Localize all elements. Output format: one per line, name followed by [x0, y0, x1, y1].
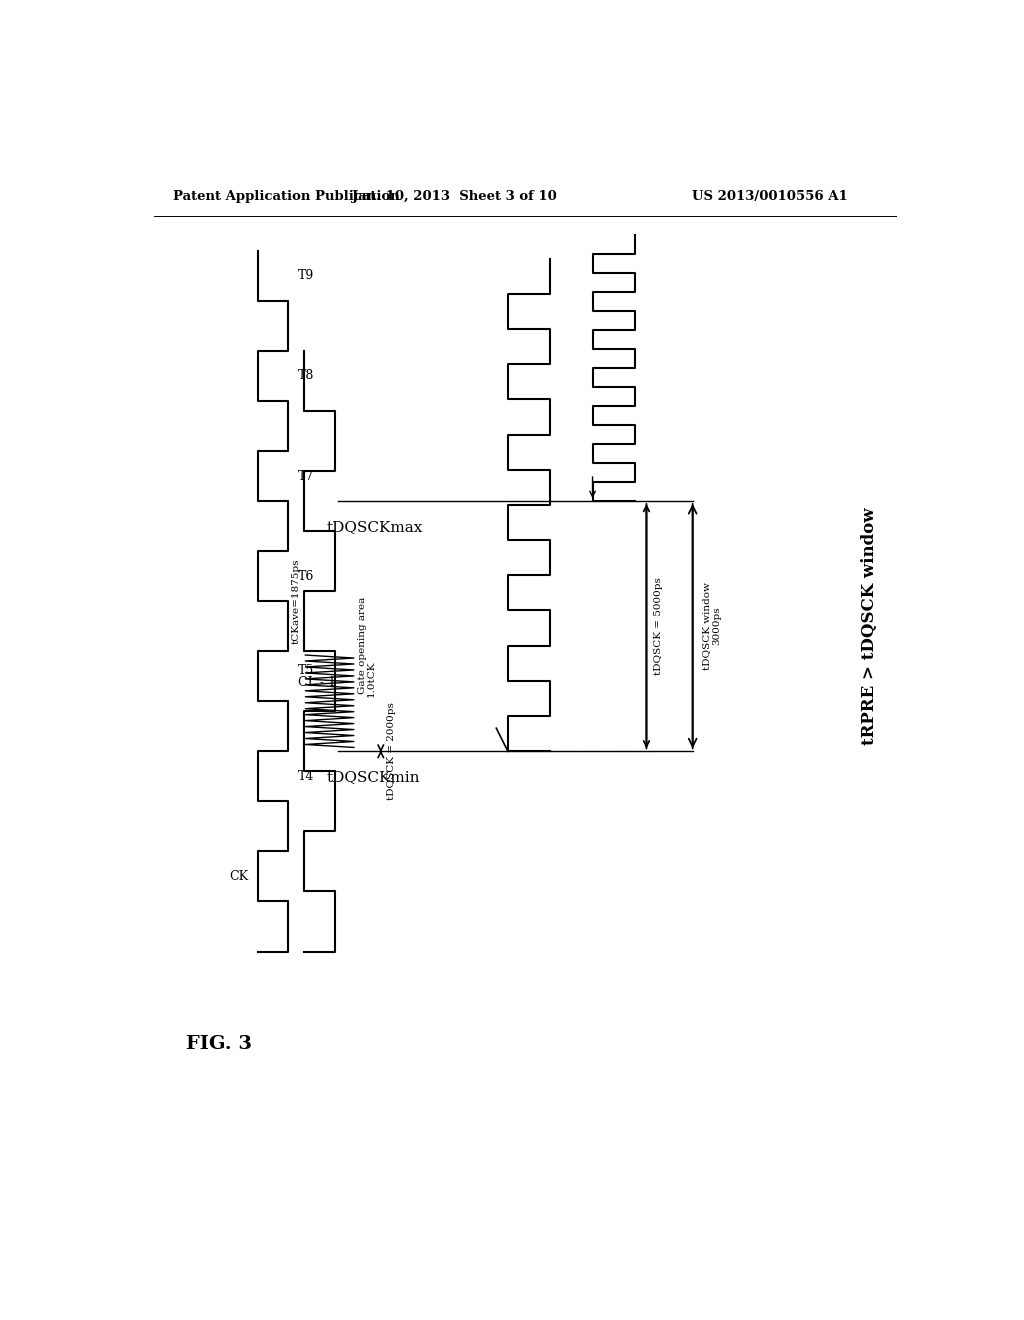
Text: T6: T6	[298, 570, 314, 582]
Text: tDQSCK = 2000ps: tDQSCK = 2000ps	[387, 702, 396, 800]
Text: US 2013/0010556 A1: US 2013/0010556 A1	[692, 190, 848, 203]
Text: T5: T5	[298, 664, 314, 677]
Text: T4: T4	[298, 770, 314, 783]
Text: Jan. 10, 2013  Sheet 3 of 10: Jan. 10, 2013 Sheet 3 of 10	[351, 190, 556, 203]
Text: tDQSCK = 5000ps: tDQSCK = 5000ps	[654, 577, 664, 675]
Text: tDQSCK window
3000ps: tDQSCK window 3000ps	[701, 582, 721, 671]
Text: T8: T8	[298, 370, 314, 383]
Text: tCKave=1875ps: tCKave=1875ps	[292, 558, 301, 644]
Text: Gate opening area: Gate opening area	[357, 597, 367, 693]
Text: CL - 1: CL - 1	[298, 676, 336, 689]
Text: Patent Application Publication: Patent Application Publication	[173, 190, 399, 203]
Text: CK: CK	[229, 870, 249, 883]
Text: tDQSCKmax: tDQSCKmax	[327, 520, 423, 535]
Text: T9: T9	[298, 269, 314, 282]
Text: tDQSCKmin: tDQSCKmin	[327, 771, 421, 784]
Text: 1.0tCK: 1.0tCK	[367, 661, 376, 697]
Text: FIG. 3: FIG. 3	[186, 1035, 252, 1053]
Text: tRPRE > tDQSCK window: tRPRE > tDQSCK window	[861, 507, 879, 744]
Text: T7: T7	[298, 470, 314, 483]
